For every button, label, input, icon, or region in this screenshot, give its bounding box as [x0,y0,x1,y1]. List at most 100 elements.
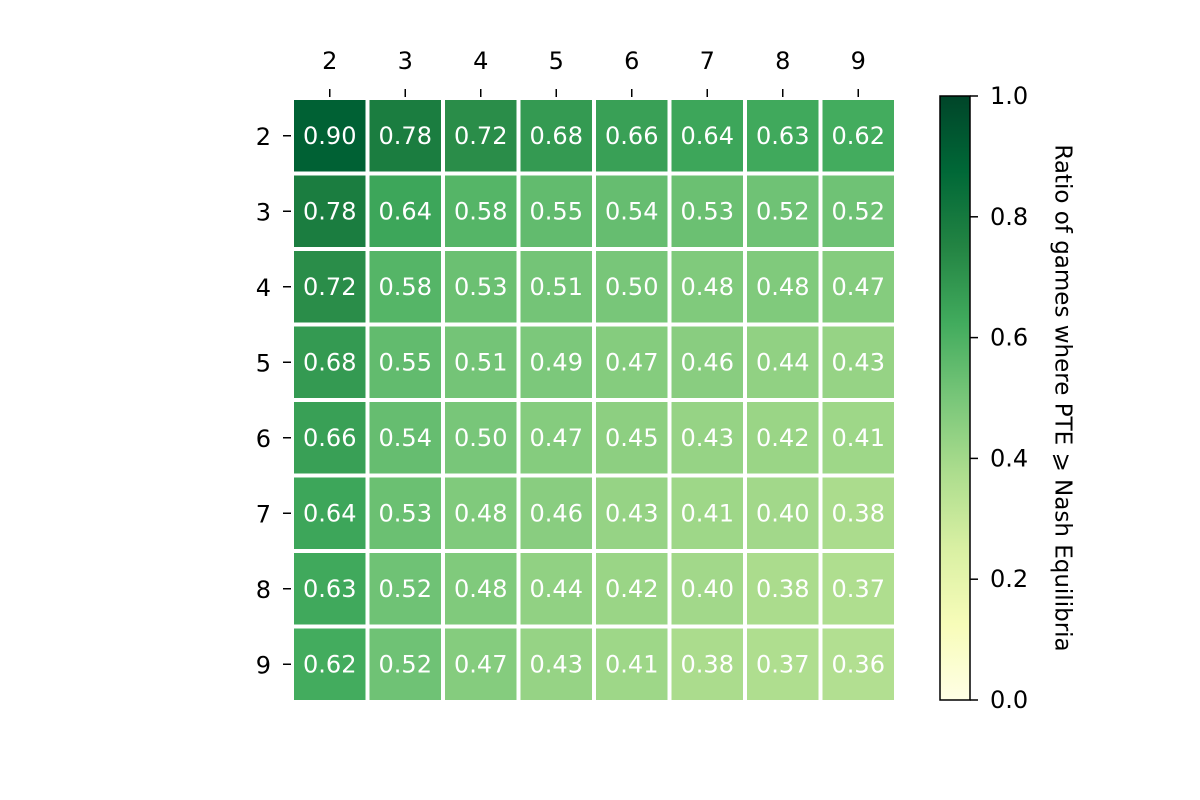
y-tick-label: 8 [256,576,271,604]
cell-value-label: 0.68 [303,348,356,376]
cell-value-label: 0.63 [756,122,809,150]
cell-value-label: 0.68 [530,122,583,150]
heatmap-cell [445,477,517,549]
cell-value-label: 0.42 [605,575,658,603]
cell-value-label: 0.54 [605,197,658,225]
heatmap-cell [445,251,517,323]
cell-value-label: 0.72 [454,122,507,150]
cell-value-label: 0.36 [832,650,885,678]
cell-value-label: 0.38 [681,650,734,678]
cell-value-label: 0.46 [681,348,734,376]
cell-value-label: 0.50 [454,424,507,452]
heatmap-cell [520,175,592,247]
cell-value-label: 0.47 [530,424,583,452]
heatmap-cell [747,100,819,172]
cell-value-label: 0.48 [681,273,734,301]
colorbar-tick-label: 0.2 [990,565,1028,593]
cell-value-label: 0.49 [530,348,583,376]
cell-value-label: 0.48 [454,499,507,527]
heatmap-cell [294,326,366,398]
x-tick-label: 9 [851,47,866,75]
cell-value-label: 0.44 [530,575,583,603]
cell-value-label: 0.43 [530,650,583,678]
heatmap-cell [445,326,517,398]
heatmap-cell [747,326,819,398]
heatmap-cell [294,553,366,625]
cell-value-label: 0.45 [605,424,658,452]
y-tick-label: 7 [256,500,271,528]
heatmap-cell [294,175,366,247]
cell-value-label: 0.53 [454,273,507,301]
cell-value-label: 0.78 [379,122,432,150]
heatmap-cell [520,100,592,172]
cell-value-label: 0.53 [379,499,432,527]
heatmap-cell [671,175,743,247]
cell-value-label: 0.40 [756,499,809,527]
cell-value-label: 0.50 [605,273,658,301]
heatmap-cell [671,326,743,398]
cell-value-label: 0.64 [379,197,432,225]
heatmap-cell [520,628,592,700]
heatmap-cell [671,402,743,474]
cell-value-label: 0.42 [756,424,809,452]
cell-value-label: 0.54 [379,424,432,452]
colorbar-tick-label: 0.0 [990,686,1028,714]
cell-value-label: 0.48 [756,273,809,301]
cell-value-label: 0.41 [605,650,658,678]
heatmap-cell [596,251,668,323]
colorbar-ticks: 0.0 0.2 0.4 0.6 0.8 1.0 [970,82,1028,714]
heatmap-cell [369,251,441,323]
heatmap-cell [445,175,517,247]
colorbar-tick-label: 0.6 [990,324,1028,352]
heatmap-cell [294,628,366,700]
heatmap-cell [520,553,592,625]
heatmap-cell [671,251,743,323]
cell-value-label: 0.63 [303,575,356,603]
colorbar-tick-label: 1.0 [990,82,1028,110]
heatmap-cell [747,477,819,549]
cell-value-label: 0.78 [303,197,356,225]
cell-value-label: 0.51 [530,273,583,301]
cell-value-label: 0.43 [832,348,885,376]
y-tick-label: 9 [256,651,271,679]
y-tick-label: 5 [256,349,271,377]
heatmap-cell [294,100,366,172]
heatmap-cell [520,326,592,398]
cell-value-label: 0.47 [454,650,507,678]
cell-value-label: 0.47 [605,348,658,376]
y-tick-label: 4 [256,274,271,302]
cell-value-label: 0.90 [303,122,356,150]
colorbar: 0.0 0.2 0.4 0.6 0.8 1.0 Ratio of games where … [939,82,1076,714]
cell-value-label: 0.52 [832,197,885,225]
heatmap-cell [671,628,743,700]
x-tick-label: 8 [775,47,790,75]
cell-value-label: 0.62 [832,122,885,150]
cell-value-label: 0.58 [454,197,507,225]
heatmap-cell [671,100,743,172]
cell-value-label: 0.43 [605,499,658,527]
cell-value-label: 0.46 [530,499,583,527]
heatmap-cell [747,553,819,625]
colorbar-tick-label: 0.4 [990,444,1028,472]
heatmap-cell [671,553,743,625]
cell-value-label: 0.40 [681,575,734,603]
heatmap-cell [747,402,819,474]
heatmap-cell [369,175,441,247]
cell-value-label: 0.52 [379,650,432,678]
heatmap-cell [822,553,894,625]
heatmap-cell [822,326,894,398]
heatmap-cell [822,251,894,323]
heatmap-cell [520,477,592,549]
heatmap-cell [294,477,366,549]
cell-value-label: 0.72 [303,273,356,301]
heatmap-cell [747,175,819,247]
cell-value-label: 0.64 [681,122,734,150]
heatmap-cell [822,477,894,549]
colorbar-gradient [939,95,971,701]
cell-value-label: 0.41 [681,499,734,527]
cell-value-label: 0.66 [605,122,658,150]
cell-value-label: 0.53 [681,197,734,225]
heatmap-cell [520,402,592,474]
y-tick-label: 2 [256,123,271,151]
